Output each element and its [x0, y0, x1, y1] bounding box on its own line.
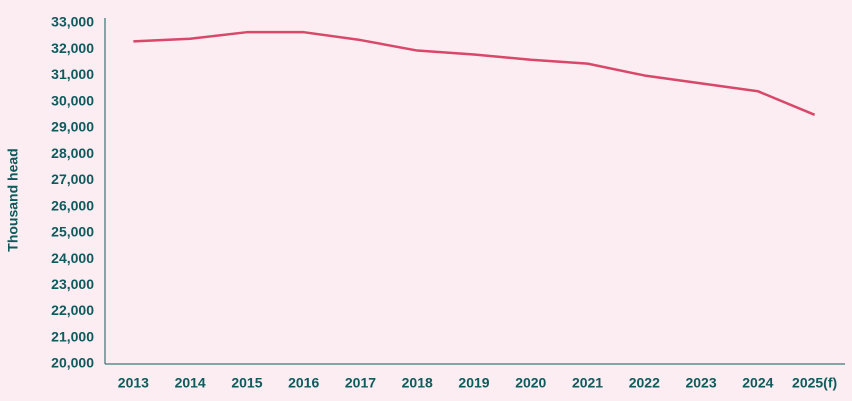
y-tick-label: 26,000	[51, 197, 94, 213]
y-tick-label: 29,000	[51, 119, 94, 135]
y-tick-label: 25,000	[51, 224, 94, 240]
x-tick-label: 2023	[685, 375, 716, 391]
x-tick-label: 2022	[629, 375, 660, 391]
x-tick-label: 2015	[231, 375, 262, 391]
y-tick-label: 28,000	[51, 145, 94, 161]
y-tick-label: 22,000	[51, 302, 94, 318]
y-tick-label: 30,000	[51, 92, 94, 108]
y-tick-label: 33,000	[51, 14, 94, 30]
y-tick-label: 32,000	[51, 40, 94, 56]
x-tick-label: 2018	[402, 375, 433, 391]
y-tick-label: 24,000	[51, 250, 94, 266]
x-tick-label: 2019	[458, 375, 489, 391]
x-tick-label: 2025(f)	[792, 375, 837, 391]
x-tick-label: 2016	[288, 375, 319, 391]
y-tick-label: 31,000	[51, 66, 94, 82]
y-tick-label: 27,000	[51, 171, 94, 187]
x-tick-label: 2021	[572, 375, 603, 391]
x-tick-label: 2017	[345, 375, 376, 391]
y-axis-label: Thousand head	[5, 148, 21, 251]
x-tick-label: 2013	[118, 375, 149, 391]
x-tick-label: 2020	[515, 375, 546, 391]
y-tick-label: 20,000	[51, 355, 94, 371]
y-tick-label: 21,000	[51, 328, 94, 344]
y-tick-label: 23,000	[51, 276, 94, 292]
data-line	[133, 30, 816, 116]
x-tick-label: 2024	[742, 375, 773, 391]
x-tick-label: 2014	[175, 375, 206, 391]
